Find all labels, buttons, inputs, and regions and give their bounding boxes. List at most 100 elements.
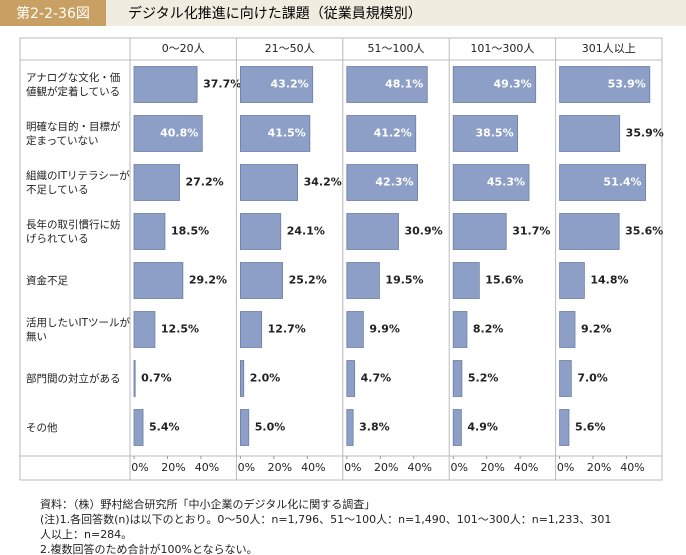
category-label: 長年の取引慣行に妨げられている (26, 218, 121, 245)
bar (452, 164, 530, 201)
category-label: その他 (26, 421, 58, 434)
figure-id: 第2-2-36図 (0, 0, 106, 26)
value-label: 7.0% (577, 372, 608, 385)
category-label: 組織のITリテラシーが不足している (26, 169, 130, 196)
bar (452, 360, 463, 397)
bar (346, 66, 428, 103)
value-label: 35.6% (625, 225, 663, 238)
bar (559, 115, 621, 152)
value-label: 15.6% (485, 274, 523, 287)
bar (133, 409, 144, 446)
value-label: 2.0% (250, 372, 281, 385)
panel-title: 101～300人 (470, 42, 534, 55)
value-label: 5.0% (255, 421, 286, 434)
bar (452, 66, 537, 103)
bar (559, 262, 585, 299)
bar (133, 360, 136, 397)
bar (452, 115, 519, 152)
note: (注)1.各回答数(n)は以下のとおり。0～50人：n=1,796、51～100… (40, 513, 612, 541)
x-tick-label: 40% (514, 461, 538, 474)
bar (452, 262, 480, 299)
category-label: 明確な目的・目標が定まっていない (26, 120, 121, 147)
x-tick-label: 20% (161, 461, 185, 474)
value-label: 0.7% (141, 372, 172, 385)
x-tick-label: 0% (450, 461, 467, 474)
bar (133, 164, 180, 201)
category-label: アナログな文化・価値観が定着している (26, 71, 121, 98)
bar (239, 360, 245, 397)
x-tick-label: 40% (301, 461, 325, 474)
x-tick-label: 20% (374, 461, 398, 474)
value-label: 53.9% (608, 78, 646, 91)
value-label: 42.3% (375, 176, 413, 189)
value-label: 31.7% (512, 225, 550, 238)
bar (559, 66, 651, 103)
bar (346, 409, 354, 446)
bar (239, 164, 299, 201)
value-label: 51.4% (603, 176, 641, 189)
value-label: 5.2% (468, 372, 499, 385)
x-tick-label: 40% (408, 461, 432, 474)
category-label: 活用したいITツールが無い (26, 316, 131, 343)
value-label: 5.6% (575, 421, 606, 434)
category-label: 資金不足 (26, 274, 68, 287)
x-tick-label: 40% (195, 461, 219, 474)
value-label: 34.2% (304, 176, 342, 189)
value-label: 4.9% (467, 421, 498, 434)
x-tick-label: 20% (268, 461, 292, 474)
header-band (0, 0, 686, 26)
bar (452, 409, 462, 446)
notes: 資料：（株）野村総合研究所「中小企業のデジタル化に関する調査」 (注)1.各回答… (40, 497, 620, 555)
note: 2.複数回答のため合計が100%とならない。 (40, 543, 258, 555)
bar (239, 311, 263, 348)
value-label: 29.2% (189, 274, 227, 287)
frame (19, 37, 663, 481)
bar (133, 115, 203, 152)
bar (239, 213, 282, 250)
value-label: 19.5% (385, 274, 423, 287)
x-tick-label: 20% (587, 461, 611, 474)
value-label: 35.9% (626, 127, 664, 140)
bar (239, 409, 250, 446)
value-label: 48.1% (385, 78, 423, 91)
bar (346, 115, 417, 152)
value-label: 24.1% (287, 225, 325, 238)
value-label: 40.8% (160, 127, 198, 140)
value-label: 3.8% (359, 421, 390, 434)
bar (133, 66, 198, 103)
value-label: 30.9% (405, 225, 443, 238)
value-label: 4.7% (361, 372, 392, 385)
note: 資料：（株）野村総合研究所「中小企業のデジタル化に関する調査」 (40, 498, 376, 511)
value-label: 8.2% (473, 323, 504, 336)
x-tick-label: 0% (131, 461, 148, 474)
panel-title: 301人以上 (582, 42, 636, 55)
x-tick-label: 0% (344, 461, 361, 474)
bar (133, 262, 184, 299)
value-label: 41.5% (268, 127, 306, 140)
bar (239, 66, 314, 103)
bar (133, 311, 156, 348)
value-label: 9.9% (369, 323, 400, 336)
bar (346, 360, 356, 397)
bar (133, 213, 166, 250)
value-label: 14.8% (590, 274, 628, 287)
value-label: 18.5% (171, 225, 209, 238)
value-label: 5.4% (149, 421, 180, 434)
bar (559, 213, 620, 250)
bar (346, 164, 418, 201)
category-label: 部門間の対立がある (26, 372, 121, 385)
value-label: 38.5% (475, 127, 513, 140)
bar (346, 311, 364, 348)
value-label: 12.5% (161, 323, 199, 336)
value-label: 43.2% (271, 78, 309, 91)
x-tick-label: 0% (557, 461, 574, 474)
value-label: 27.2% (186, 176, 224, 189)
bar (239, 115, 311, 152)
value-label: 49.3% (494, 78, 532, 91)
x-tick-label: 40% (620, 461, 644, 474)
value-label: 9.2% (581, 323, 612, 336)
bar (452, 213, 507, 250)
figure-title: デジタル化推進に向けた課題（従業員規模別） (128, 6, 422, 22)
value-label: 25.2% (289, 274, 327, 287)
